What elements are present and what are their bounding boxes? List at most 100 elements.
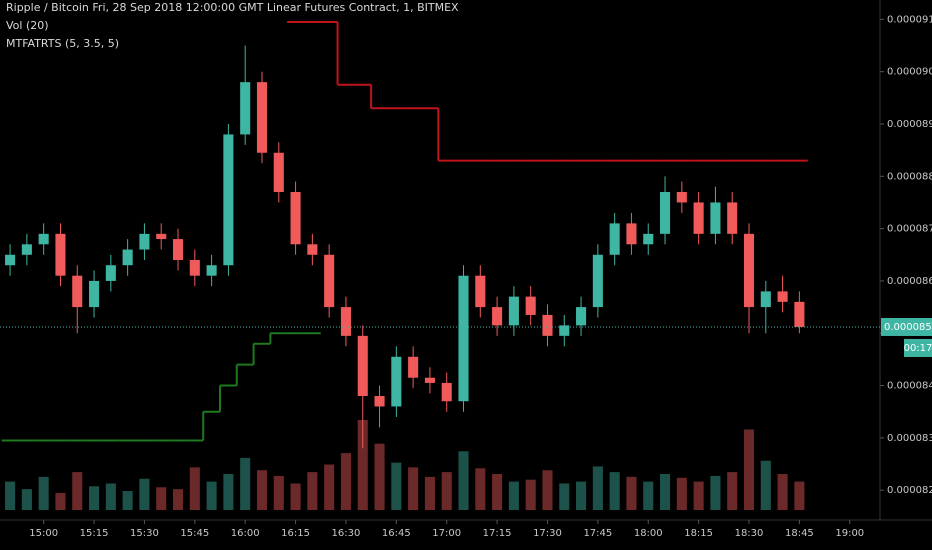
- candle-body: [72, 275, 83, 308]
- candle-body: [223, 134, 234, 266]
- candle-body: [727, 202, 738, 234]
- candle-body: [475, 275, 486, 308]
- candle-body: [492, 307, 503, 326]
- plot-area: [1, 20, 808, 510]
- candle-body: [139, 233, 150, 250]
- volume-bar: [592, 466, 603, 510]
- candle-body: [55, 233, 66, 276]
- volume-bar: [38, 476, 49, 510]
- volume-bar: [189, 467, 200, 510]
- candle-body: [357, 335, 368, 397]
- y-tick-label: 0.00008600: [887, 276, 932, 287]
- volume-bar: [475, 468, 486, 510]
- volume-bar: [710, 475, 721, 510]
- volume-bar: [374, 443, 385, 510]
- y-tick-label: 0.00008700: [887, 224, 932, 235]
- volume-bar: [408, 467, 419, 510]
- volume-bar: [21, 489, 32, 510]
- x-tick-label: 18:45: [785, 528, 814, 539]
- countdown-box: [904, 338, 932, 357]
- volume-bar: [576, 481, 587, 510]
- candle-body: [559, 325, 570, 336]
- x-tick-label: 16:00: [231, 528, 260, 539]
- candle-body: [340, 307, 351, 336]
- indicator-label: MTFATRTS (5, 3.5, 5): [6, 37, 119, 50]
- y-tick-label: 0.00008800: [887, 171, 932, 182]
- candle-body: [542, 314, 553, 336]
- volume-bar: [105, 483, 116, 510]
- y-tick-label: 0.00009000: [887, 67, 932, 78]
- candle-body: [189, 260, 200, 276]
- indicator-label: Vol (20): [6, 19, 49, 32]
- candle-body: [172, 239, 184, 260]
- candle-body: [290, 191, 301, 245]
- candle-body: [441, 382, 452, 402]
- x-tick-label: 16:15: [281, 528, 310, 539]
- volume-bar: [156, 487, 167, 510]
- volume-bar: [609, 472, 620, 510]
- candle-body: [122, 249, 133, 266]
- candle-body: [458, 275, 469, 402]
- volume-bar: [5, 481, 16, 510]
- volume-bar: [743, 429, 755, 510]
- x-tick-label: 16:30: [332, 528, 361, 539]
- volume-bar: [693, 481, 704, 510]
- volume-bar: [441, 472, 452, 510]
- candle-body: [21, 244, 32, 255]
- candle-body: [643, 233, 654, 245]
- x-tick-label: 15:30: [130, 528, 159, 539]
- candle-body: [273, 152, 284, 192]
- candle-body: [576, 307, 587, 326]
- y-tick-label: 0.00008400: [887, 381, 932, 392]
- candle-body: [743, 233, 755, 308]
- countdown-label: 00:17: [904, 343, 932, 354]
- volume-bar: [559, 483, 570, 510]
- volume-bar: [122, 491, 133, 510]
- candle-body: [660, 191, 671, 234]
- x-tick-label: 15:00: [29, 528, 58, 539]
- volume-bar: [458, 451, 469, 510]
- candle-body: [374, 396, 385, 407]
- y-tick-label: 0.00008300: [887, 433, 932, 444]
- volume-bar: [273, 475, 284, 510]
- x-tick-label: 16:45: [382, 528, 411, 539]
- volume-bar: [760, 460, 771, 510]
- volume-bar: [172, 489, 184, 510]
- volume-bar: [492, 474, 503, 510]
- candle-body: [324, 254, 335, 308]
- candle-body: [693, 202, 704, 234]
- volume-bar: [777, 474, 788, 510]
- candle-body: [508, 296, 519, 326]
- candle-body: [240, 82, 251, 135]
- candle-body: [777, 291, 788, 302]
- volume-bar: [626, 476, 637, 510]
- x-tick-label: 17:15: [483, 528, 512, 539]
- last-price-label: 0.00008512: [884, 322, 932, 333]
- volume-bar: [727, 472, 738, 510]
- x-tick-label: 17:00: [432, 528, 461, 539]
- x-tick-label: 18:15: [684, 528, 713, 539]
- candle-body: [307, 244, 318, 255]
- volume-bar: [324, 464, 335, 510]
- volume-bar: [643, 481, 654, 510]
- candle-body: [710, 202, 721, 234]
- candle-body: [206, 265, 217, 276]
- volume-bar: [340, 453, 351, 510]
- candle-body: [256, 82, 268, 153]
- y-tick-label: 0.00008200: [887, 485, 932, 496]
- y-tick-label: 0.00009100: [887, 14, 932, 25]
- volume-bar: [542, 470, 553, 510]
- last-price-box: [881, 317, 932, 336]
- candle-body: [760, 291, 771, 308]
- volume-bar: [206, 481, 217, 510]
- x-tick-label: 19:00: [835, 528, 864, 539]
- x-tick-label: 15:45: [180, 528, 209, 539]
- volume-bar: [89, 486, 100, 510]
- volume-bar: [660, 474, 671, 510]
- candle-body: [525, 296, 536, 315]
- x-tick-label: 17:45: [583, 528, 612, 539]
- candle-body: [626, 223, 637, 245]
- candle-body: [89, 280, 100, 308]
- candle-body: [408, 356, 419, 378]
- candle-body: [156, 233, 167, 240]
